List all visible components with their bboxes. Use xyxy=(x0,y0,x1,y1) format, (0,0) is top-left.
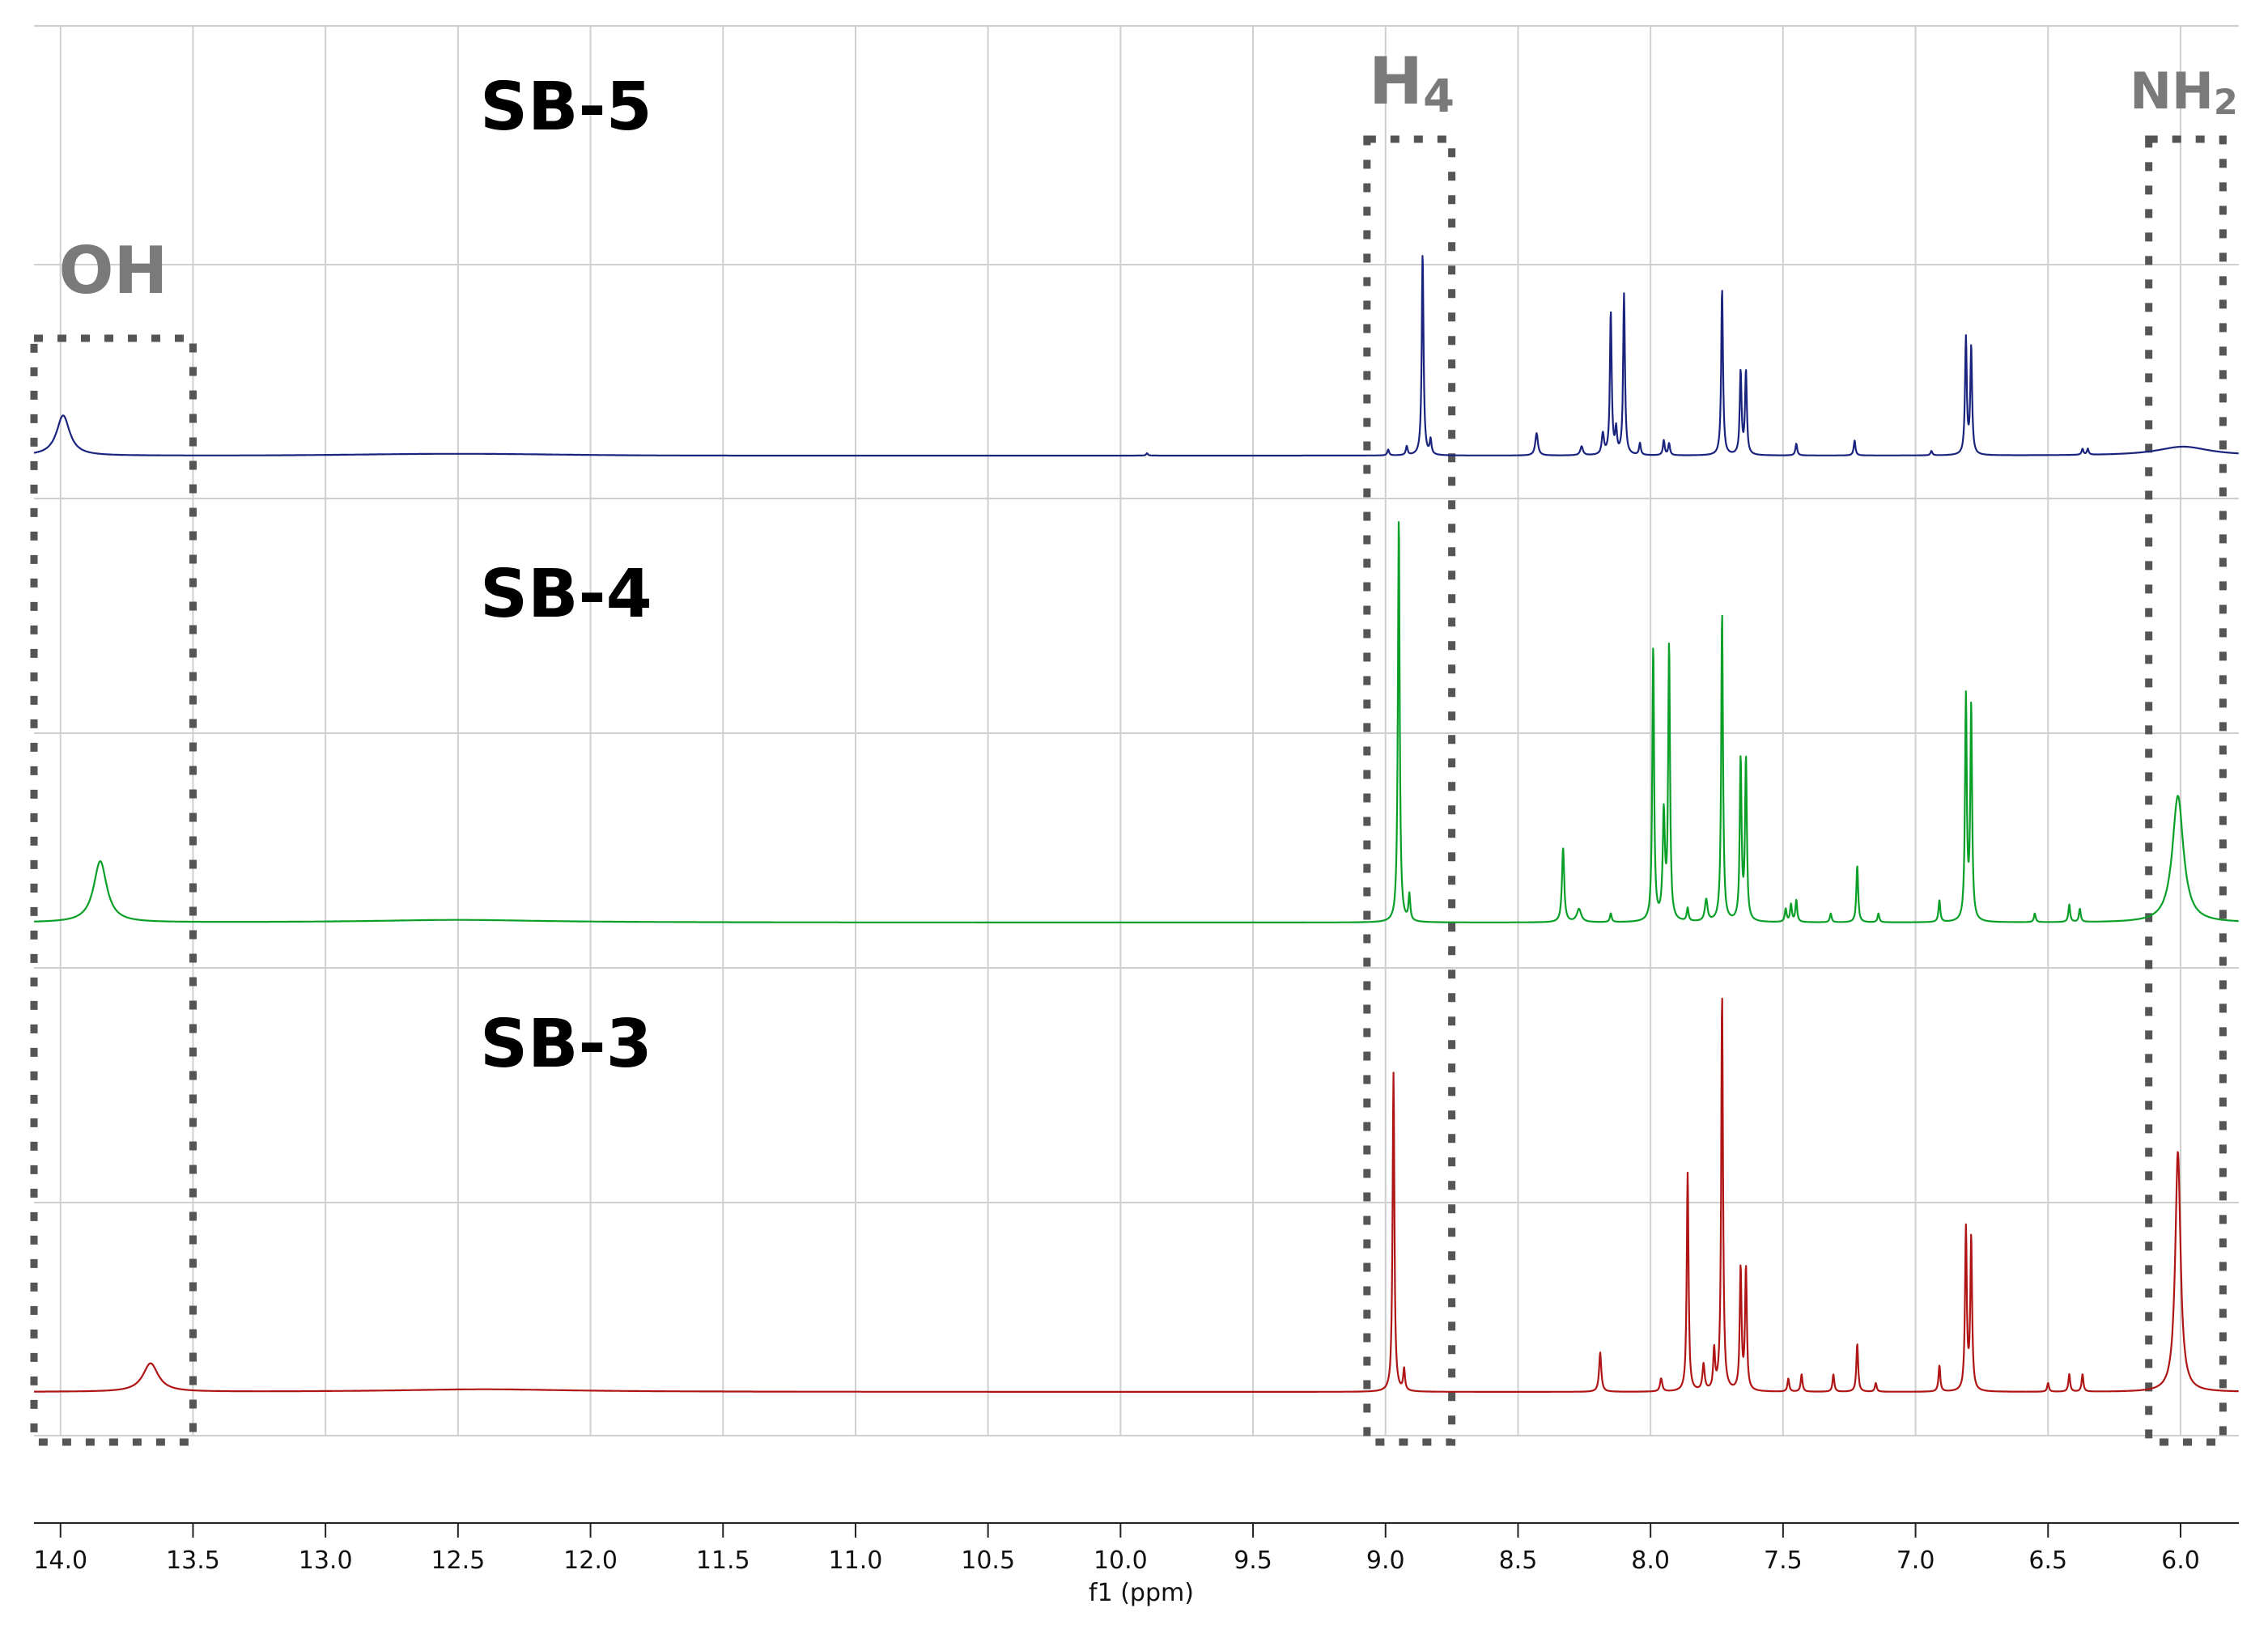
spectrum-label-sb-4: SB-4 xyxy=(480,556,652,633)
spectrum-label-sb-5: SB-5 xyxy=(480,69,652,146)
x-axis-ticks: 14.0 13.5 13.0 12.5 12.0 11.5 11.0 10.5 10.0 9.5 9… xyxy=(33,1523,2200,1575)
spectrum-trace-sb-3 xyxy=(33,997,2240,1393)
spectrum-traces xyxy=(33,255,2240,1393)
x-axis: 14.0 13.5 13.0 12.5 12.0 11.5 11.0 10.5 10.0 9.5 9… xyxy=(33,1522,2239,1607)
x-tick-label-8: 10.0 xyxy=(1094,1547,1148,1575)
x-tick-label-12: 8.0 xyxy=(1631,1547,1670,1575)
x-tick-label-16: 6.0 xyxy=(2161,1547,2200,1575)
region-label-subscript-2: 2 xyxy=(2214,83,2238,123)
x-tick-label-13: 7.5 xyxy=(1764,1547,1803,1575)
region-box-1 xyxy=(1363,135,1456,1446)
x-axis-title: f1 (ppm) xyxy=(1089,1579,1194,1607)
x-tick-label-2: 13.0 xyxy=(299,1547,353,1575)
x-tick-label-6: 11.0 xyxy=(829,1547,883,1575)
spectrum-trace-sb-5 xyxy=(33,255,2240,457)
region-label-subscript-1: 4 xyxy=(1423,70,1455,123)
x-tick-label-1: 13.5 xyxy=(166,1547,220,1575)
x-tick-label-5: 11.5 xyxy=(696,1547,750,1575)
region-box-2 xyxy=(2145,135,2227,1446)
spectrum-labels: SB-5 SB-4 SB-3 xyxy=(480,69,652,1083)
spectrum-label-sb-3: SB-3 xyxy=(480,1006,652,1083)
x-tick-label-9: 9.5 xyxy=(1234,1547,1272,1575)
x-tick-label-11: 8.5 xyxy=(1499,1547,1538,1575)
x-tick-label-7: 10.5 xyxy=(961,1547,1015,1575)
grid-lines xyxy=(34,25,2239,1436)
region-box-0 xyxy=(30,334,197,1446)
spectrum-trace-sb-4 xyxy=(33,521,2240,923)
x-tick-label-15: 6.5 xyxy=(2028,1547,2067,1575)
x-tick-label-3: 12.5 xyxy=(431,1547,485,1575)
x-tick-label-14: 7.0 xyxy=(1896,1547,1935,1575)
x-tick-label-4: 12.0 xyxy=(563,1547,618,1575)
x-tick-label-10: 9.0 xyxy=(1366,1547,1405,1575)
x-tick-label-0: 14.0 xyxy=(33,1547,87,1575)
region-label-0: OH xyxy=(59,233,168,308)
